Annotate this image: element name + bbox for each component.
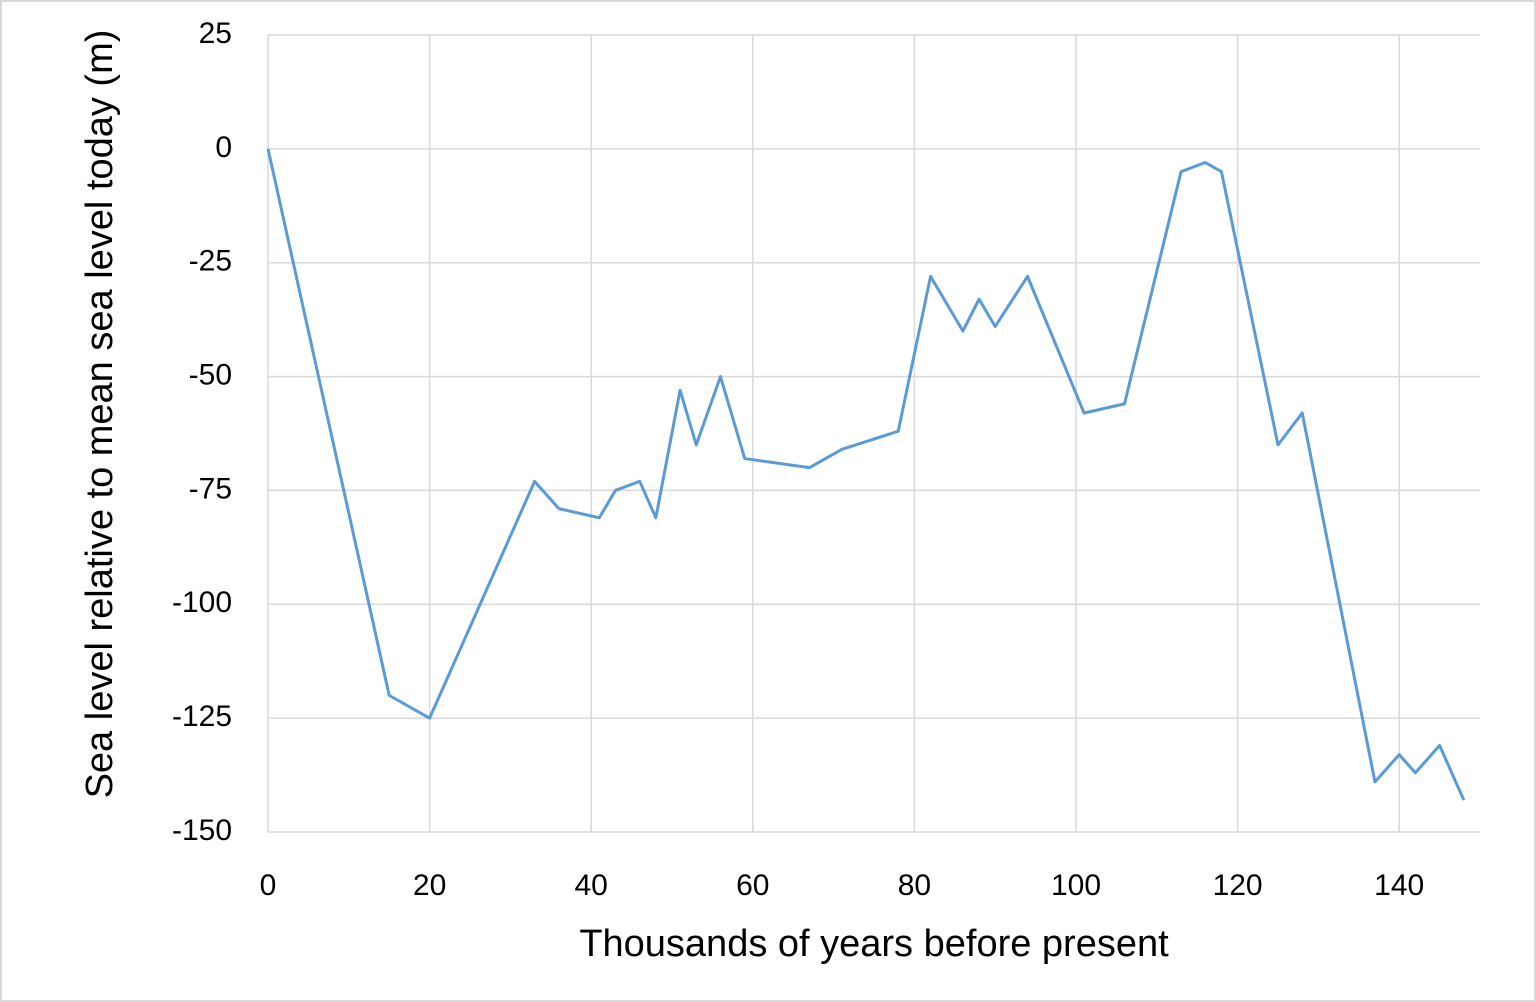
y-tick-label: 0 [215, 131, 232, 164]
x-tick-label: 80 [898, 869, 931, 902]
y-axis-label: Sea level relative to mean sea level tod… [79, 29, 121, 799]
x-tick-label: 120 [1213, 869, 1263, 902]
x-axis-label: Thousands of years before present [579, 923, 1169, 965]
x-tick-label: 40 [575, 869, 608, 902]
data-line [266, 148, 1466, 801]
x-tick-label: 0 [260, 869, 277, 902]
x-tick-label: 100 [1051, 869, 1101, 902]
y-tick-label: 25 [199, 17, 232, 50]
y-tick-label: -25 [189, 245, 232, 278]
x-tick-label: 20 [413, 869, 446, 902]
y-tick-label: -50 [189, 358, 232, 391]
y-tick-label: -100 [172, 586, 232, 619]
y-tick-label: -150 [172, 814, 232, 847]
y-tick-label: -125 [172, 700, 232, 733]
y-tick-label: -75 [189, 472, 232, 505]
x-tick-label: 60 [736, 869, 769, 902]
x-tick-label: 140 [1374, 869, 1424, 902]
